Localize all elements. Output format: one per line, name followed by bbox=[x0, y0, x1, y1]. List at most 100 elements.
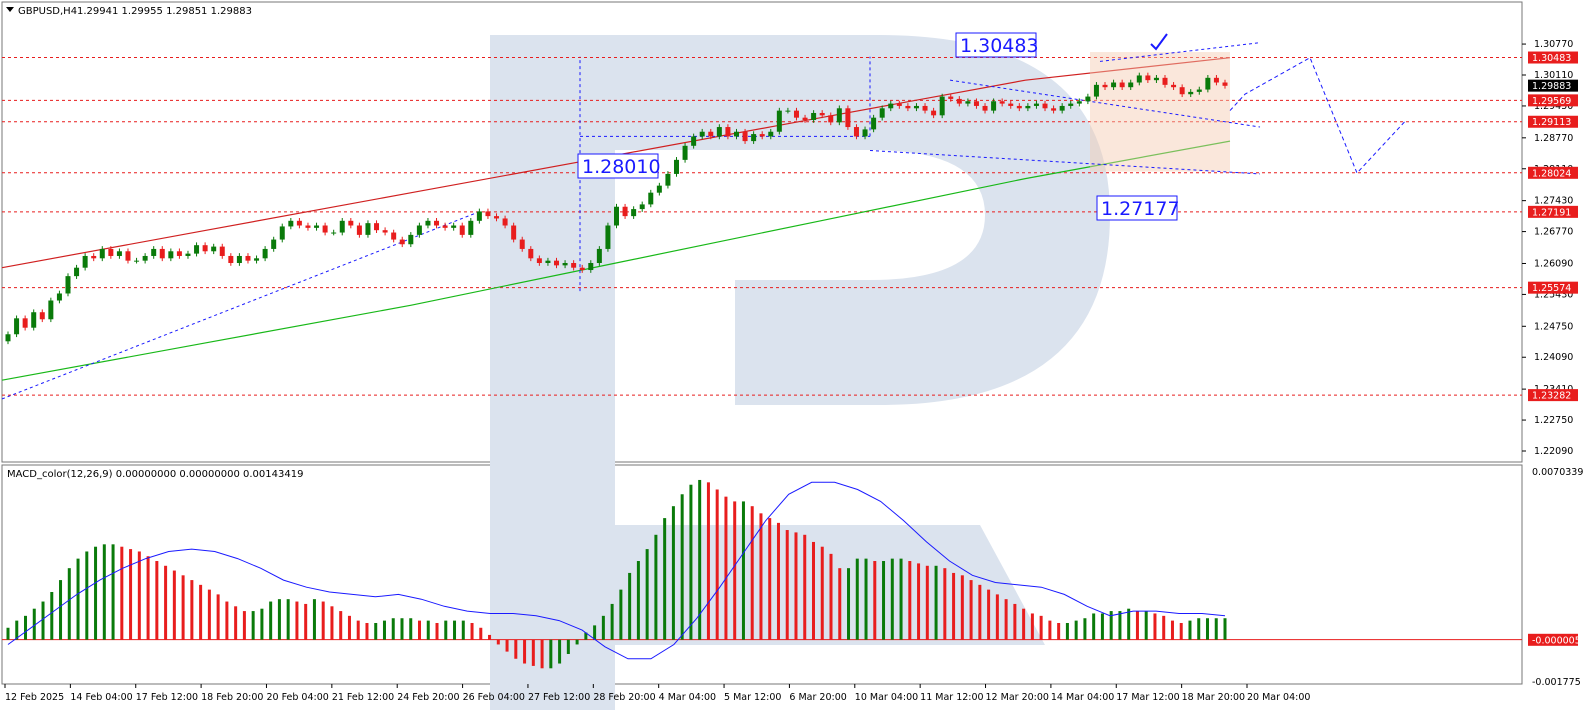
macd-bar bbox=[1039, 615, 1043, 640]
candle-body bbox=[1128, 82, 1134, 88]
watermark-logo bbox=[490, 35, 1110, 710]
candle-body bbox=[1119, 82, 1125, 88]
macd-bar bbox=[873, 561, 877, 640]
price-tick-label: 1.22090 bbox=[1534, 446, 1573, 457]
candle-body bbox=[673, 159, 679, 174]
level-tag-label: 1.30483 bbox=[1532, 53, 1571, 64]
macd-bar bbox=[234, 606, 238, 640]
macd-bar bbox=[409, 618, 413, 640]
candle-body bbox=[948, 96, 954, 99]
ohlc-label: 1.29941 1.29955 1.29851 1.29883 bbox=[77, 6, 252, 17]
forecast-projection bbox=[1, 42, 1406, 400]
candle-body bbox=[554, 260, 560, 266]
candle-body bbox=[853, 127, 859, 137]
price-tick-label: 1.26770 bbox=[1534, 227, 1573, 238]
candle-body bbox=[579, 267, 585, 271]
macd-bar bbox=[1162, 615, 1166, 640]
macd-bar bbox=[1109, 611, 1113, 640]
macd-bar bbox=[488, 634, 492, 640]
projection-guide-line bbox=[1099, 42, 1261, 62]
candle-body bbox=[425, 220, 431, 226]
macd-bar bbox=[479, 627, 483, 640]
candle-body bbox=[682, 145, 688, 160]
candle-body bbox=[331, 232, 337, 234]
candle-body bbox=[245, 255, 251, 261]
macd-bar bbox=[610, 603, 614, 640]
candle-body bbox=[1111, 82, 1117, 88]
macd-bar bbox=[304, 603, 308, 640]
candle-body bbox=[536, 258, 542, 264]
candle-body bbox=[965, 101, 971, 104]
macd-bar bbox=[453, 620, 457, 640]
candle-body bbox=[168, 251, 174, 259]
candle-body bbox=[125, 251, 131, 261]
candle-body bbox=[1076, 101, 1082, 104]
annotation-target-high-label: 1.30483 bbox=[960, 35, 1039, 57]
macd-bar bbox=[1065, 622, 1069, 640]
macd-bar bbox=[584, 632, 588, 640]
macd-bar bbox=[925, 565, 929, 640]
macd-bar bbox=[94, 546, 98, 640]
forecast-path bbox=[1229, 56, 1406, 174]
candle-body bbox=[905, 105, 911, 109]
macd-bar bbox=[628, 572, 632, 640]
candle-body bbox=[1042, 103, 1048, 109]
macd-bar bbox=[698, 479, 702, 640]
candle-body bbox=[348, 220, 354, 226]
candle-body bbox=[622, 206, 628, 217]
candle-body bbox=[236, 255, 242, 264]
candle-body bbox=[382, 230, 388, 233]
macd-bar bbox=[689, 484, 693, 640]
candle-body bbox=[476, 211, 482, 221]
macd-bar bbox=[1048, 620, 1052, 640]
price-tick-label: 1.29450 bbox=[1534, 101, 1573, 112]
time-tick-label: 12 Mar 20:00 bbox=[986, 692, 1049, 703]
price-tick-label: 1.24750 bbox=[1534, 321, 1573, 332]
macd-bar bbox=[943, 568, 947, 640]
candle-body bbox=[74, 267, 80, 277]
time-tick-label: 26 Feb 04:00 bbox=[463, 692, 525, 703]
macd-bar bbox=[794, 532, 798, 640]
candle-body bbox=[365, 223, 371, 235]
macd-bar bbox=[50, 592, 54, 640]
macd-bar bbox=[76, 558, 80, 640]
candle-body bbox=[254, 258, 260, 261]
price-tick-label: 1.26090 bbox=[1534, 258, 1573, 269]
candle-body bbox=[888, 103, 894, 109]
time-tick-label: 28 Feb 20:00 bbox=[593, 692, 655, 703]
macd-bar bbox=[277, 599, 281, 640]
macd-bar bbox=[934, 565, 938, 640]
macd-bar bbox=[190, 580, 194, 640]
candle-body bbox=[108, 248, 114, 256]
macd-bar bbox=[286, 599, 290, 640]
macd-bar bbox=[899, 558, 903, 640]
price-tick-label: 1.22750 bbox=[1534, 415, 1573, 426]
macd-bar bbox=[636, 561, 640, 640]
candle-body bbox=[1205, 77, 1211, 90]
level-tag bbox=[1528, 205, 1578, 218]
candle-body bbox=[665, 173, 671, 186]
macd-bar bbox=[619, 589, 623, 640]
candle-body bbox=[14, 318, 20, 335]
macd-bar bbox=[523, 639, 527, 664]
candle-body bbox=[374, 223, 380, 231]
candle-body bbox=[391, 232, 397, 240]
candle-body bbox=[468, 220, 474, 235]
macd-bar bbox=[470, 622, 474, 640]
macd-bar bbox=[549, 639, 553, 669]
macd-bar bbox=[374, 622, 378, 640]
candle-body bbox=[1059, 105, 1065, 111]
macd-bar bbox=[514, 639, 518, 659]
candle-body bbox=[434, 220, 440, 226]
candle-body bbox=[442, 225, 448, 228]
annotation-pivot: 1.28010 bbox=[577, 153, 661, 179]
candle-body bbox=[759, 134, 765, 137]
candle-body bbox=[91, 255, 97, 259]
candle-body bbox=[725, 127, 731, 137]
candle-body bbox=[639, 204, 645, 210]
candle-body bbox=[134, 260, 140, 262]
candle-body bbox=[1153, 77, 1159, 81]
macd-bar bbox=[847, 568, 851, 640]
macd-bar bbox=[960, 575, 964, 640]
